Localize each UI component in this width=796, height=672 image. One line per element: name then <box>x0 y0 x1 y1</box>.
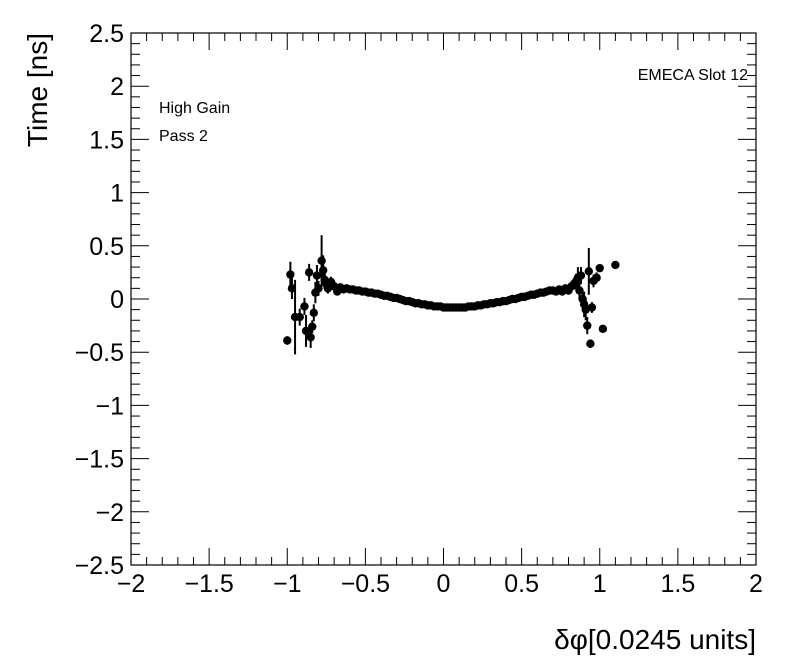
data-point <box>308 322 317 331</box>
data-point <box>287 284 297 293</box>
data-point <box>283 336 292 345</box>
data-point <box>583 321 592 330</box>
data-point <box>312 271 322 280</box>
data-point <box>301 326 311 336</box>
y-tick-label: −1.5 <box>75 446 124 474</box>
x-tick-label: −1 <box>273 570 302 598</box>
data-point <box>595 263 604 273</box>
x-tick-label: −0.5 <box>341 570 390 598</box>
y-tick-label: −1 <box>95 392 124 420</box>
data-point <box>300 302 309 311</box>
y-tick-label: 1 <box>110 180 124 208</box>
x-tick-label: 1 <box>593 570 607 598</box>
data-point <box>575 286 584 295</box>
x-tick-label: 0 <box>437 570 451 598</box>
y-tick-label: 0.5 <box>89 233 124 261</box>
plot-frame <box>130 32 757 566</box>
data-point <box>306 333 315 342</box>
y-tick-label: −2 <box>95 499 124 527</box>
data-point <box>584 267 594 276</box>
y-tick-label: 2.5 <box>89 20 124 48</box>
data-point <box>586 339 595 348</box>
data-point <box>576 271 586 280</box>
y-tick-label: 2 <box>110 73 124 101</box>
y-tick-label: −2.5 <box>75 552 124 580</box>
axis-ticks <box>130 32 757 566</box>
data-point <box>317 256 326 265</box>
data-point <box>304 268 314 277</box>
x-tick-label: −2 <box>117 570 146 598</box>
x-tick-label: 0.5 <box>504 570 539 598</box>
x-tick-label: 1.5 <box>660 570 695 598</box>
annotation-gain: High Gain <box>159 100 230 117</box>
annotation-pass: Pass 2 <box>159 128 208 145</box>
data-point <box>314 284 323 293</box>
y-tick-label: −0.5 <box>75 339 124 367</box>
x-tick-label: 2 <box>749 570 763 598</box>
data-point <box>309 308 319 318</box>
data-point <box>592 273 601 282</box>
data-point <box>598 324 608 333</box>
data-point <box>611 260 620 270</box>
data-points <box>283 235 620 355</box>
y-tick-label: 0 <box>110 286 124 314</box>
x-axis-title: δφ[0.0245 units] <box>554 624 756 655</box>
tick-labels: −2 −1.5 −1 −0.5 0 0.5 1 1.5 2−2.5−2−1.5−1−0.500.… <box>75 20 763 598</box>
y-axis-title: Time [ns] <box>22 33 53 147</box>
data-point <box>318 266 328 275</box>
x-tick-label: −1.5 <box>184 570 233 598</box>
data-point <box>295 312 304 322</box>
data-point <box>587 303 597 312</box>
data-point <box>286 270 295 279</box>
y-tick-label: 1.5 <box>89 126 124 154</box>
annotation-slot: EMECA Slot 12 <box>638 67 748 84</box>
